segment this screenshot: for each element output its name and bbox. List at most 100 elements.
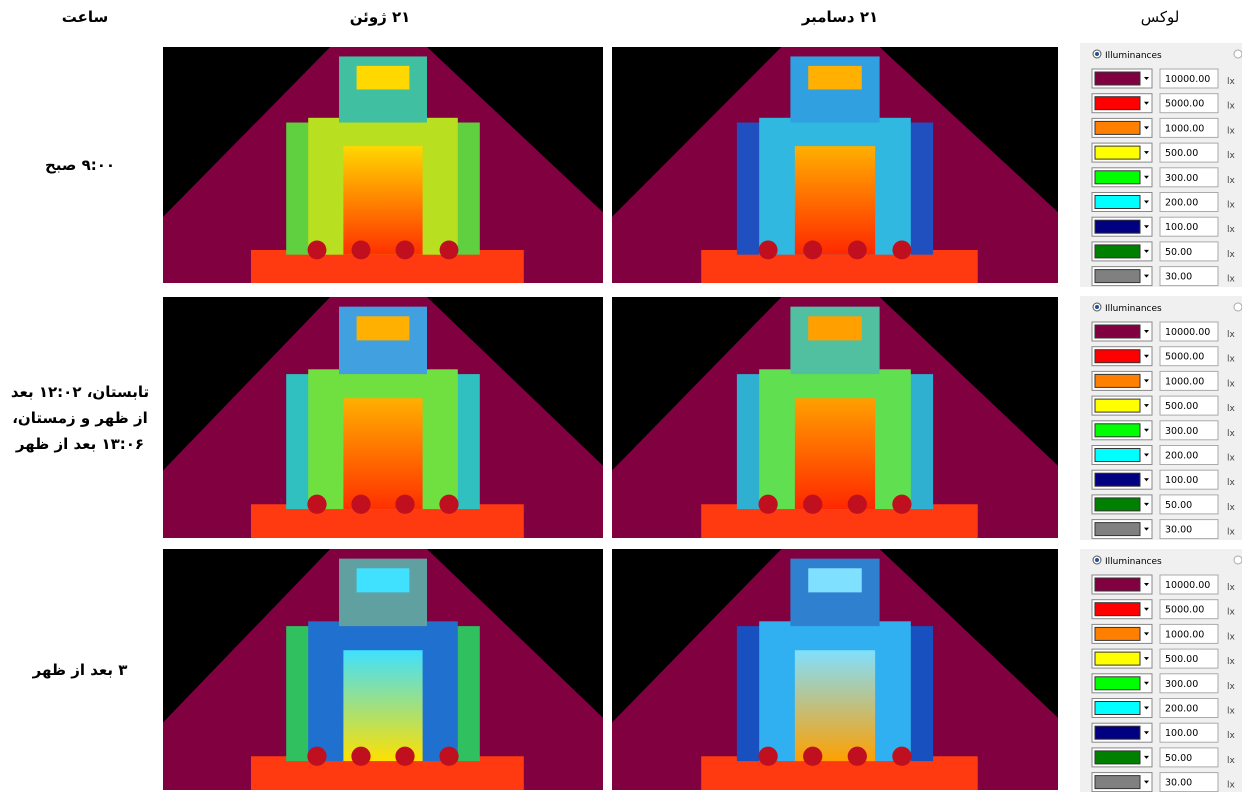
value-box: [1159, 241, 1219, 262]
unit: lx: [1227, 225, 1236, 235]
value-box: [1159, 623, 1219, 644]
value: 300.00: [1165, 173, 1198, 184]
base: [251, 504, 524, 538]
dropdown-arrow: [1144, 175, 1149, 179]
dropdown-arrow: [1144, 453, 1149, 457]
swatch: [1094, 373, 1141, 388]
center: [343, 146, 423, 255]
unit: lx: [1227, 781, 1236, 791]
row-label-line: ۹:۰۰ صبح: [44, 156, 116, 174]
base: [251, 249, 524, 283]
swatch: [1094, 701, 1141, 715]
scene: [612, 297, 1058, 538]
value: 30.00: [1165, 778, 1192, 789]
dropdown-arrow: [1144, 249, 1149, 253]
value: 500.00: [1165, 401, 1198, 412]
swatch: [1094, 71, 1141, 86]
value: 10000.00: [1165, 327, 1210, 338]
sphere: [758, 746, 778, 766]
value-box: [1159, 519, 1219, 540]
sphere: [803, 746, 823, 766]
value-box: [1159, 420, 1219, 441]
value-box: [1159, 346, 1219, 367]
value-box: [1159, 216, 1219, 237]
sphere: [351, 746, 371, 766]
tower-top: [808, 568, 862, 593]
dropdown-arrow: [1144, 101, 1149, 105]
tower-top: [808, 65, 862, 90]
dropdown-arrow: [1144, 126, 1149, 130]
unit: lx: [1227, 478, 1236, 488]
dropdown-arrow: [1144, 632, 1149, 636]
row-label-line: ۱۳:۰۶ بعد از ظهر: [15, 434, 145, 453]
swatch: [1094, 626, 1141, 641]
scene: [163, 297, 603, 538]
swatch: [1094, 448, 1141, 462]
swatch: [1094, 398, 1141, 413]
dropdown-arrow: [1144, 225, 1149, 229]
value: 500.00: [1165, 654, 1198, 665]
unit: lx: [1227, 151, 1236, 161]
dropdown-arrow: [1144, 502, 1149, 506]
row-label: ۹:۰۰ صبح: [0, 152, 160, 178]
unit: lx: [1227, 126, 1236, 136]
unit: lx: [1227, 77, 1236, 87]
sphere: [758, 240, 778, 260]
sphere: [758, 494, 778, 514]
unit: lx: [1227, 682, 1236, 692]
value: 200.00: [1165, 704, 1198, 715]
swatch: [1094, 472, 1141, 487]
sphere: [803, 494, 823, 514]
sphere: [439, 494, 459, 514]
value: 1000.00: [1165, 123, 1204, 134]
dropdown-arrow: [1144, 527, 1149, 531]
swatch: [1094, 244, 1141, 259]
dropdown-arrow: [1144, 780, 1149, 784]
base: [701, 756, 978, 790]
radio-label: Illuminances: [1105, 557, 1162, 567]
value: 300.00: [1165, 679, 1198, 690]
value: 100.00: [1165, 475, 1198, 486]
swatch: [1094, 195, 1141, 209]
dropdown-arrow: [1144, 274, 1149, 278]
dropdown-arrow: [1144, 330, 1149, 333]
time-header: ساعت: [61, 8, 109, 26]
sphere: [395, 494, 415, 514]
row-label-line: تابستان، ۱۲:۰۲ بعد: [10, 382, 150, 401]
june-header: ۲۱ ژوئن: [349, 8, 411, 26]
dropdown-arrow: [1144, 404, 1149, 408]
value-box: [1159, 266, 1219, 287]
base: [251, 756, 524, 790]
value: 10000.00: [1165, 74, 1210, 85]
sphere: [892, 240, 912, 260]
swatch: [1094, 676, 1141, 691]
value-box: [1159, 93, 1219, 114]
sphere: [439, 240, 459, 260]
center: [794, 146, 876, 255]
radio-2: [1233, 302, 1242, 312]
swatch: [1094, 423, 1141, 438]
unit: lx: [1227, 330, 1236, 340]
value-box: [1159, 192, 1219, 212]
dropdown-arrow: [1144, 607, 1149, 611]
value: 300.00: [1165, 426, 1198, 437]
value-box: [1159, 117, 1219, 138]
tower-top: [808, 316, 862, 341]
sphere: [892, 494, 912, 514]
value: 200.00: [1165, 451, 1198, 462]
value-box: [1159, 698, 1219, 718]
base: [701, 249, 978, 283]
value: 5000.00: [1165, 352, 1204, 363]
sphere: [395, 746, 415, 766]
lux-header: لوکس: [1140, 8, 1180, 26]
swatch: [1094, 522, 1141, 537]
december-header: ۲۱ دسامبر: [801, 8, 879, 26]
sphere: [307, 746, 327, 766]
unit: lx: [1227, 503, 1236, 513]
dropdown-arrow: [1144, 151, 1149, 155]
value-box: [1159, 599, 1219, 620]
value-box: [1159, 574, 1219, 595]
dropdown-arrow: [1144, 379, 1149, 383]
unit: lx: [1227, 756, 1236, 766]
